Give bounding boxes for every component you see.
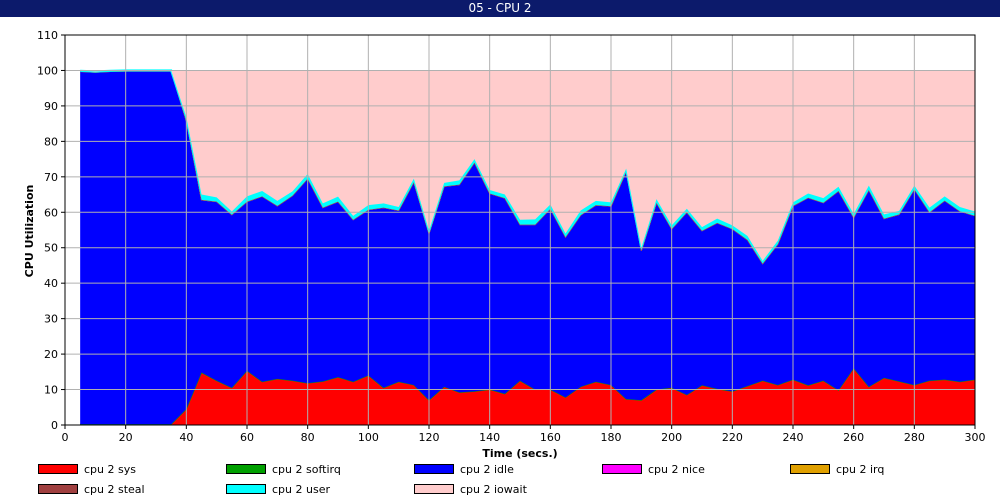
y-tick-label: 30 xyxy=(44,313,58,326)
legend-swatch xyxy=(790,464,830,474)
plot-area xyxy=(65,35,976,425)
x-tick-label: 220 xyxy=(722,431,743,444)
y-tick-label: 60 xyxy=(44,206,58,219)
legend-label: cpu 2 sys xyxy=(84,462,136,476)
legend-item-cpu-2-irq: cpu 2 irq xyxy=(790,462,884,476)
window-title: 05 - CPU 2 xyxy=(468,1,532,15)
x-tick-label: 140 xyxy=(479,431,500,444)
series-area-cpu-2-iowait xyxy=(80,70,976,261)
y-tick-label: 80 xyxy=(44,135,58,148)
x-tick-label: 300 xyxy=(965,431,986,444)
y-tick-label: 10 xyxy=(44,384,58,397)
x-tick-label: 20 xyxy=(119,431,133,444)
legend-item-cpu-2-steal: cpu 2 steal xyxy=(38,482,145,496)
legend-label: cpu 2 user xyxy=(272,482,330,496)
legend-swatch xyxy=(414,484,454,494)
legend-swatch xyxy=(602,464,642,474)
legend-label: cpu 2 iowait xyxy=(460,482,527,496)
legend-swatch xyxy=(38,464,78,474)
y-tick-label: 90 xyxy=(44,100,58,113)
legend-label: cpu 2 softirq xyxy=(272,462,341,476)
y-tick-label: 110 xyxy=(37,29,58,42)
x-tick-label: 0 xyxy=(62,431,69,444)
legend-swatch xyxy=(226,484,266,494)
axes: 0 20 40 60 80 100 120 140 160 180 200 220 240 260 280 3… xyxy=(37,29,986,444)
y-axis-title: CPU Utilization xyxy=(23,185,36,278)
legend-item-cpu-2-iowait: cpu 2 iowait xyxy=(414,482,527,496)
y-tick-label: 100 xyxy=(37,64,58,77)
chart-legend: cpu 2 sys cpu 2 softirq cpu 2 idle cpu 2 ni… xyxy=(38,462,978,502)
series-area-cpu-2-sys xyxy=(80,368,976,425)
x-tick-label: 240 xyxy=(783,431,804,444)
legend-item-cpu-2-sys: cpu 2 sys xyxy=(38,462,136,476)
cpu-utilization-chart: 0 20 40 60 80 100 120 140 160 180 200 220 240 260 280 3… xyxy=(23,29,986,460)
x-tick-label: 260 xyxy=(843,431,864,444)
y-tick-label: 50 xyxy=(44,242,58,255)
x-tick-label: 200 xyxy=(661,431,682,444)
legend-swatch xyxy=(414,464,454,474)
y-tick-label: 70 xyxy=(44,171,58,184)
x-tick-label: 60 xyxy=(240,431,254,444)
window-title-bar: 05 - CPU 2 xyxy=(0,0,1000,17)
x-tick-label: 280 xyxy=(904,431,925,444)
x-tick-label: 100 xyxy=(358,431,379,444)
x-axis-title: Time (secs.) xyxy=(482,447,557,460)
plot-frame xyxy=(64,34,976,426)
legend-label: cpu 2 irq xyxy=(836,462,885,476)
legend-swatch xyxy=(38,484,78,494)
legend-item-cpu-2-softirq: cpu 2 softirq xyxy=(226,462,341,476)
x-tick-label: 180 xyxy=(601,431,622,444)
legend-label: cpu 2 nice xyxy=(648,462,705,476)
y-tick-label: 40 xyxy=(44,277,58,290)
legend-item-cpu-2-nice: cpu 2 nice xyxy=(602,462,705,476)
x-tick-label: 80 xyxy=(301,431,315,444)
x-tick-label: 160 xyxy=(540,431,561,444)
legend-label: cpu 2 idle xyxy=(460,462,514,476)
legend-item-cpu-2-idle: cpu 2 idle xyxy=(414,462,514,476)
legend-item-cpu-2-user: cpu 2 user xyxy=(226,482,330,496)
x-tick-label: 120 xyxy=(419,431,440,444)
x-tick-label: 40 xyxy=(179,431,193,444)
legend-label: cpu 2 steal xyxy=(84,482,145,496)
grid-lines xyxy=(65,35,975,425)
y-tick-label: 20 xyxy=(44,348,58,361)
y-tick-label: 0 xyxy=(51,419,58,432)
legend-swatch xyxy=(226,464,266,474)
